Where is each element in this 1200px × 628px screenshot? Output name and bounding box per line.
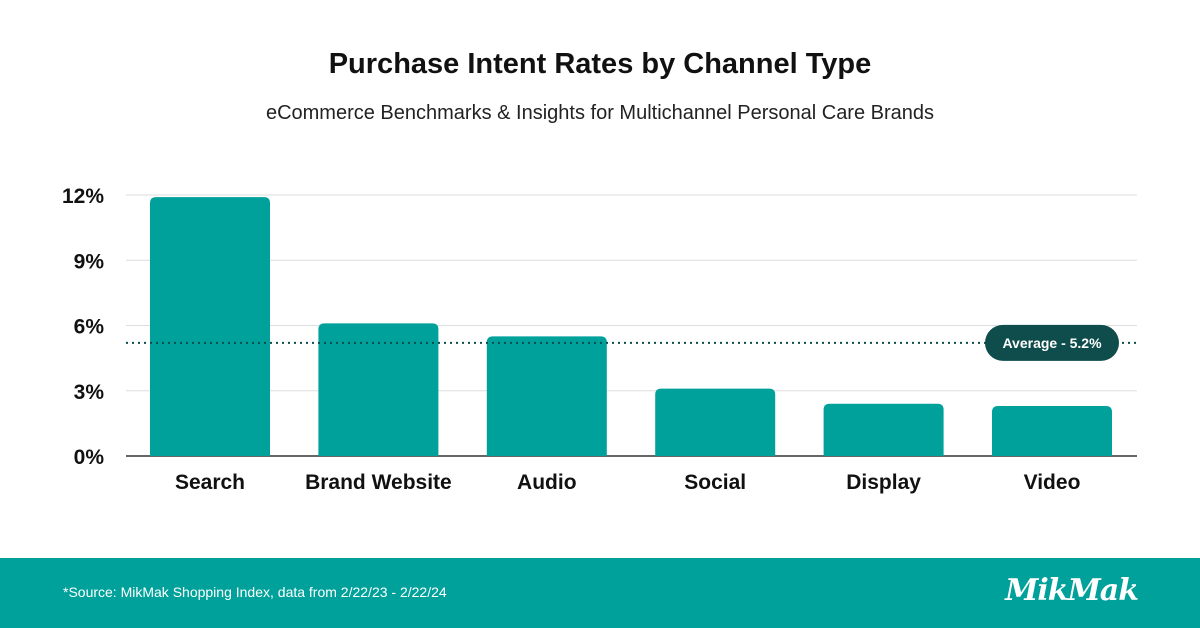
bar-chart: 0% 3% 6% 9% 12% Search Brand Website Audio Soci… xyxy=(62,185,1137,494)
x-tick-label: Search xyxy=(175,471,245,494)
bar-display xyxy=(823,403,944,456)
bars xyxy=(150,197,1112,457)
y-tick-label: 12% xyxy=(62,185,104,208)
bar-audio xyxy=(486,336,607,456)
x-tick-label: Audio xyxy=(517,471,576,494)
x-tick-label: Display xyxy=(846,471,921,494)
average-reference: Average - 5.2% xyxy=(126,324,1137,361)
x-tick-label: Brand Website xyxy=(305,471,452,494)
source-note: *Source: MikMak Shopping Index, data fro… xyxy=(63,584,447,600)
bar-search xyxy=(150,197,270,457)
bar-brand-website xyxy=(318,323,439,456)
y-axis-ticks: 0% 3% 6% 9% 12% xyxy=(62,185,104,469)
x-tick-label: Social xyxy=(684,471,746,494)
y-tick-label: 0% xyxy=(74,446,105,469)
mikmak-logo: MikMak xyxy=(1005,573,1139,608)
bar-social xyxy=(655,388,776,456)
chart-title: Purchase Intent Rates by Channel Type xyxy=(328,48,872,80)
x-tick-label: Video xyxy=(1024,471,1081,494)
y-tick-label: 3% xyxy=(74,381,105,404)
gridlines xyxy=(126,194,1137,457)
average-badge xyxy=(985,324,1119,361)
y-tick-label: 9% xyxy=(74,250,105,273)
x-axis-ticks: Search Brand Website Audio Social Display Vid… xyxy=(175,471,1080,494)
footer-bar: *Source: MikMak Shopping Index, data fro… xyxy=(0,558,1200,628)
y-tick-label: 6% xyxy=(74,316,105,339)
chart-subtitle: eCommerce Benchmarks & Insights for Mult… xyxy=(265,102,935,124)
bar-video xyxy=(992,405,1112,456)
average-label: Average - 5.2% xyxy=(1002,335,1102,351)
